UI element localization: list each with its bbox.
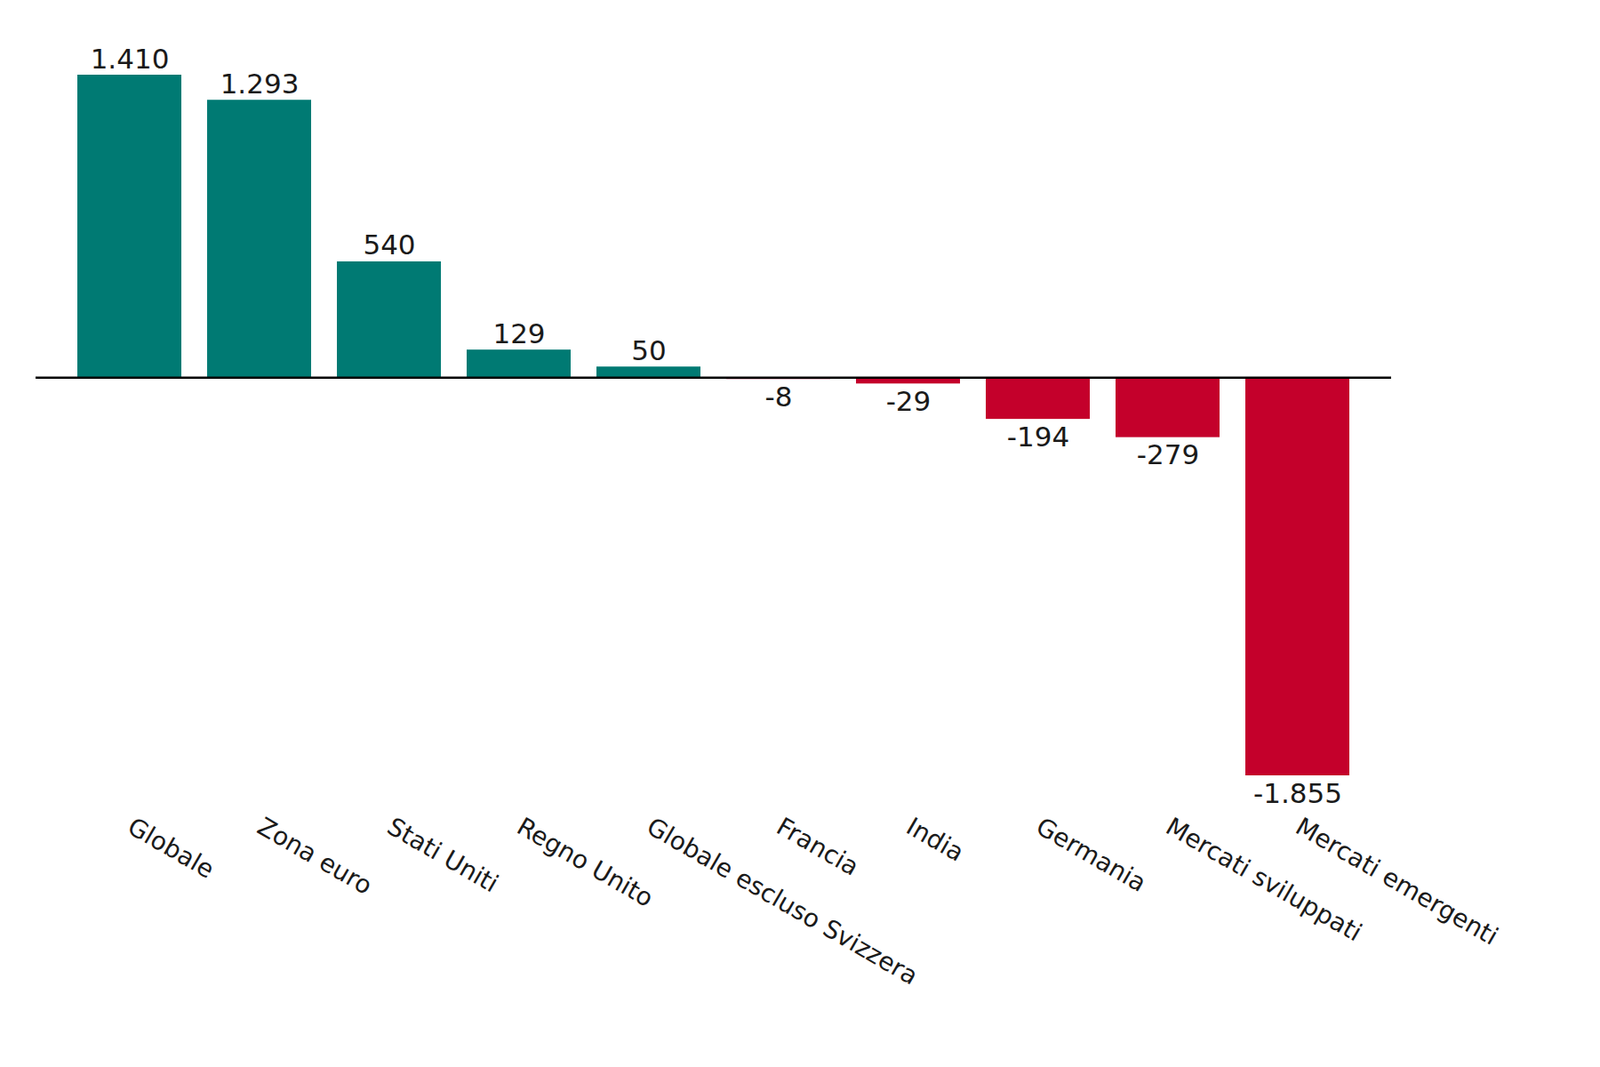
svg-text:Germania: Germania: [1031, 811, 1152, 898]
svg-text:Mercati emergenti: Mercati emergenti: [1290, 811, 1504, 952]
svg-text:-279: -279: [1136, 438, 1200, 471]
svg-text:540: 540: [362, 228, 416, 261]
svg-text:Regno Unito: Regno Unito: [512, 811, 659, 913]
svg-text:Globale escluso Svizzera: Globale escluso Svizzera: [641, 811, 923, 992]
svg-text:-8: -8: [765, 380, 793, 413]
svg-text:-29: -29: [886, 384, 932, 417]
svg-text:Mercati sviluppati: Mercati sviluppati: [1160, 811, 1367, 948]
svg-text:50: 50: [631, 334, 666, 367]
svg-text:Stati Uniti: Stati Uniti: [382, 811, 504, 899]
svg-text:Zona euro: Zona euro: [252, 811, 377, 901]
svg-text:-1.855: -1.855: [1253, 776, 1343, 809]
svg-text:Globale: Globale: [122, 811, 220, 885]
svg-text:129: 129: [492, 317, 545, 350]
svg-text:1.410: 1.410: [90, 42, 170, 75]
svg-text:India: India: [901, 811, 969, 868]
svg-text:Francia: Francia: [771, 811, 864, 882]
svg-text:1.293: 1.293: [220, 67, 300, 100]
svg-text:-194: -194: [1007, 420, 1070, 453]
